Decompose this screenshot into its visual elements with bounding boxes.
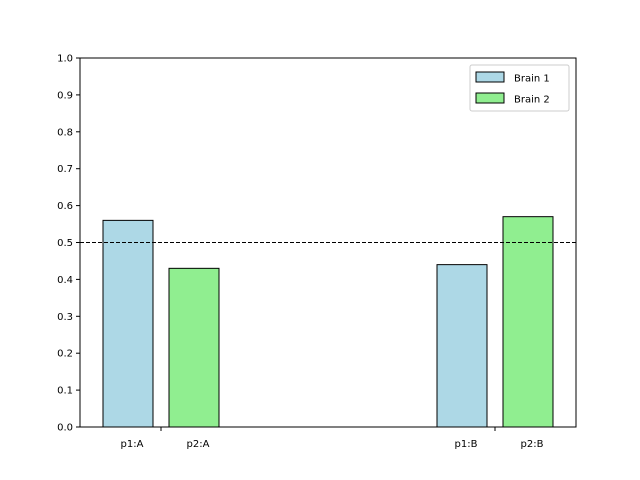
x-axis: p1:A p2:A p1:B p2:B <box>121 427 544 450</box>
y-tick-label: 0.6 <box>57 201 73 212</box>
y-tick-label: 0.5 <box>57 238 73 249</box>
legend-label: Brain 2 <box>514 95 550 106</box>
y-tick-label: 0.1 <box>57 386 73 397</box>
y-tick-label: 0.8 <box>57 127 73 138</box>
y-tick-label: 0.3 <box>57 312 73 323</box>
bar-brain-1-b <box>436 264 488 428</box>
bar-brain-2-a <box>168 267 220 428</box>
legend-swatch <box>475 92 505 104</box>
y-tick-label: 0.9 <box>57 90 73 101</box>
y-tick-label: 0.7 <box>57 164 73 175</box>
bars <box>102 216 554 428</box>
y-tick-label: 0.0 <box>57 423 73 434</box>
y-tick-label: 0.4 <box>57 275 73 286</box>
legend-swatch <box>475 71 505 83</box>
bar-brain-1-a <box>102 219 154 428</box>
x-tick-label: p1:B <box>455 439 478 450</box>
y-tick-label: 1.0 <box>57 54 73 65</box>
plot-frame <box>79 57 577 428</box>
x-tick-label: p1:A <box>121 439 144 450</box>
x-tick-label: p2:A <box>187 439 210 450</box>
legend: Brain 1 Brain 2 <box>469 64 570 112</box>
x-tick-label: p2:B <box>521 439 544 450</box>
legend-label: Brain 1 <box>514 74 550 85</box>
bar-brain-2-b <box>502 216 554 428</box>
y-axis: 0.0 0.1 0.2 0.3 0.4 0.5 0.6 0.7 0.8 0.9 1.0 <box>57 54 80 434</box>
y-tick-label: 0.2 <box>57 349 73 360</box>
